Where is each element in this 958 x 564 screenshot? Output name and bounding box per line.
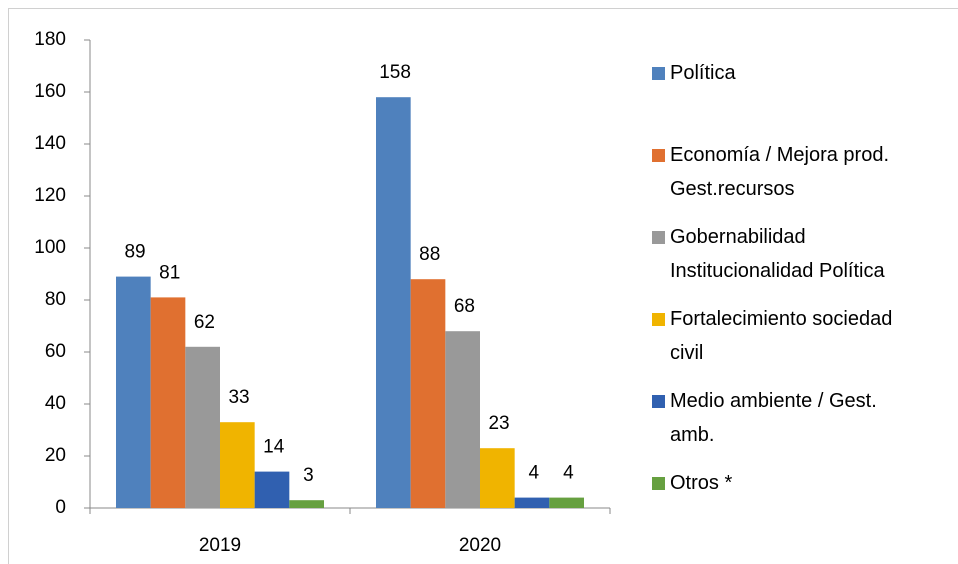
data-label: 68 xyxy=(454,296,475,317)
data-label: 33 xyxy=(228,387,249,408)
y-tick-label: 60 xyxy=(45,341,66,362)
x-tick-label: 2019 xyxy=(199,535,241,556)
y-tick-label: 140 xyxy=(34,133,66,154)
legend-swatch xyxy=(652,313,665,326)
y-tick-label: 80 xyxy=(45,289,66,310)
legend-label: Otros * xyxy=(670,472,733,494)
bar xyxy=(289,500,324,508)
bar xyxy=(480,448,515,508)
legend-entry: Política xyxy=(652,56,920,90)
y-tick-label: 40 xyxy=(45,393,66,414)
legend-label: Fortalecimiento sociedad civil xyxy=(670,308,893,364)
y-tick-label: 100 xyxy=(34,237,66,258)
data-label: 14 xyxy=(263,437,285,458)
y-tick-label: 120 xyxy=(34,185,66,206)
x-tick-label: 2020 xyxy=(459,535,501,556)
legend-label: Gobernabilidad Institucionalidad Polític… xyxy=(670,226,885,282)
legend-entry: Otros * xyxy=(652,466,920,500)
data-label: 81 xyxy=(159,262,180,283)
legend-entry: Fortalecimiento sociedad civil xyxy=(652,302,920,370)
bar xyxy=(185,346,220,508)
legend-swatch xyxy=(652,395,665,408)
legend-swatch xyxy=(652,477,665,490)
legend-swatch xyxy=(652,149,665,162)
bar xyxy=(445,331,480,508)
y-tick-label: 180 xyxy=(34,29,66,50)
legend-swatch xyxy=(652,67,665,80)
data-label: 89 xyxy=(124,242,145,263)
data-label: 4 xyxy=(563,463,574,484)
bar xyxy=(549,497,584,508)
data-label: 23 xyxy=(488,413,509,434)
legend-label: Política xyxy=(670,62,736,84)
y-tick-label: 0 xyxy=(55,497,66,518)
data-label: 88 xyxy=(419,244,440,265)
legend-label: Medio ambiente / Gest. amb. xyxy=(670,390,877,446)
y-tick-label: 160 xyxy=(34,81,66,102)
legend-entry: Economía / Mejora prod. Gest.recursos xyxy=(652,138,920,206)
data-label: 158 xyxy=(379,62,411,83)
bar xyxy=(410,279,446,508)
bar xyxy=(116,276,151,508)
data-label: 3 xyxy=(303,465,314,486)
bar xyxy=(514,497,550,508)
legend-entry: Gobernabilidad Institucionalidad Polític… xyxy=(652,220,920,288)
bar xyxy=(150,297,186,508)
legend-label: Economía / Mejora prod. Gest.recursos xyxy=(670,144,889,200)
data-label: 4 xyxy=(528,463,539,484)
data-label: 62 xyxy=(194,312,215,333)
y-tick-label: 20 xyxy=(45,445,66,466)
bar xyxy=(254,471,290,508)
bar xyxy=(220,422,255,508)
legend-entry: Medio ambiente / Gest. amb. xyxy=(652,384,920,452)
legend-swatch xyxy=(652,231,665,244)
bar xyxy=(376,97,411,508)
